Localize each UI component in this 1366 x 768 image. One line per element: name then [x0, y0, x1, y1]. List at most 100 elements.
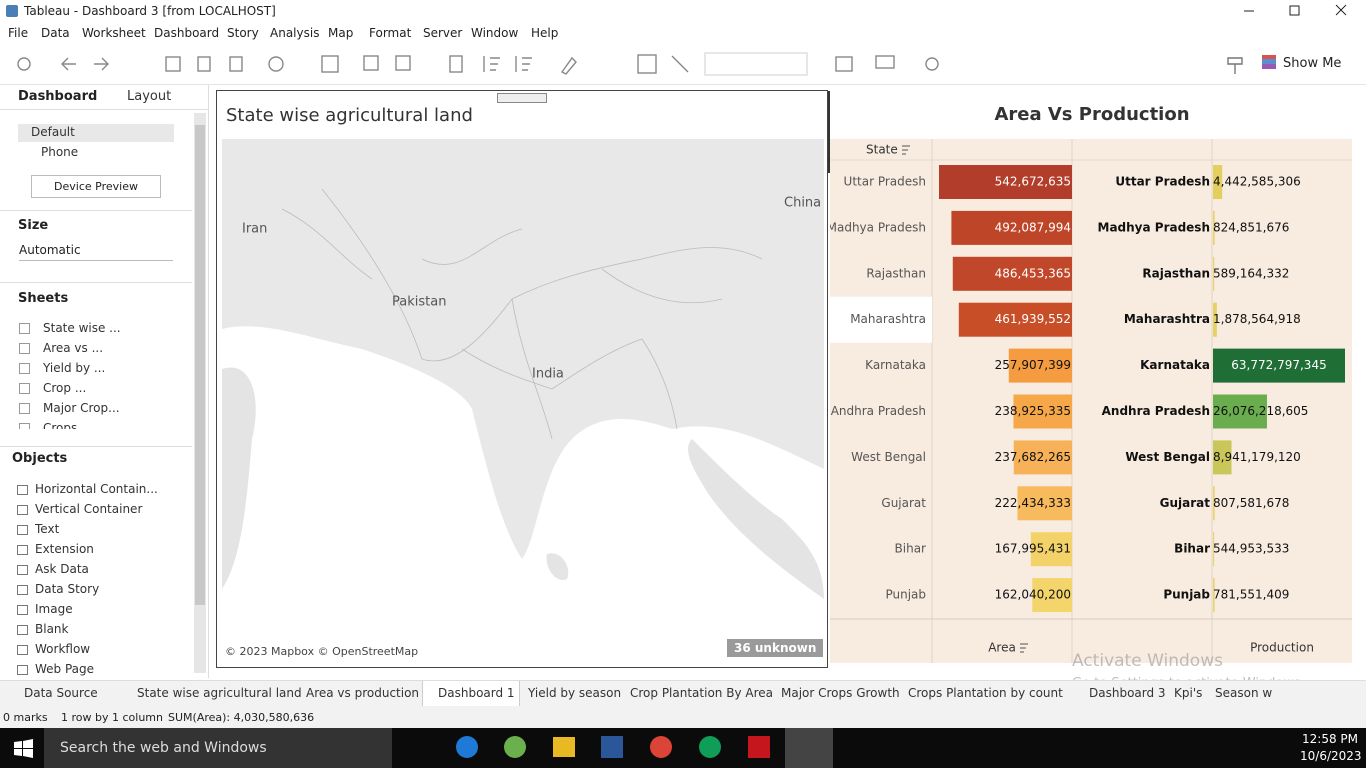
tableau-task[interactable]	[785, 728, 833, 768]
device-preview-button[interactable]: Device Preview	[31, 175, 161, 198]
menu-item[interactable]: Map	[328, 26, 354, 40]
menu-item[interactable]: Worksheet	[82, 26, 146, 40]
map-label: Pakistan	[392, 295, 446, 310]
state-label-bold: Karnataka	[1140, 358, 1210, 372]
object-icon	[17, 605, 28, 615]
object-item[interactable]: Extension	[35, 542, 94, 556]
chart-title: Area Vs Production	[994, 104, 1189, 125]
show-me-button[interactable]: Show Me	[1283, 56, 1342, 71]
sheet-item[interactable]: State wise ...	[43, 321, 121, 335]
map-label: India	[532, 367, 564, 382]
object-item[interactable]: Vertical Container	[35, 502, 143, 516]
object-item[interactable]: Text	[35, 522, 60, 536]
sheet-tab[interactable]: Season w	[1215, 686, 1273, 700]
production-value-label: 807,581,678	[1213, 496, 1289, 510]
object-item[interactable]: Workflow	[35, 642, 91, 656]
menu-item[interactable]: Server	[423, 26, 463, 40]
state-label-bold: Punjab	[1163, 588, 1210, 602]
menu-item[interactable]: Window	[471, 26, 519, 40]
drag-handle[interactable]	[497, 93, 547, 103]
sheet-icon	[19, 403, 30, 414]
chrome-icon[interactable]	[650, 736, 672, 758]
area-bar	[1013, 440, 1072, 475]
divider	[0, 282, 192, 283]
state-label: Madhya Pradesh	[830, 220, 926, 234]
chrome-icon-2[interactable]	[699, 736, 721, 758]
sheet-tab[interactable]: Dashboard 3	[1089, 686, 1166, 700]
object-icon	[17, 485, 28, 495]
pane-bg	[830, 139, 1352, 663]
production-bar	[1213, 210, 1215, 245]
production-value-label: 8,941,179,120	[1213, 450, 1301, 464]
sheet-tabs: Data Source State wise agricultural land A…	[0, 680, 1366, 707]
layout-tab[interactable]: Layout	[127, 89, 172, 104]
object-item[interactable]: Blank	[35, 622, 69, 636]
object-item[interactable]: Image	[35, 602, 73, 616]
side-panel: Dashboard Layout Default Phone Device Previe…	[0, 85, 209, 678]
device-default[interactable]: Default	[31, 125, 75, 139]
production-value-label: 589,164,332	[1213, 266, 1289, 280]
sheet-tab[interactable]: Major Crops Growth	[781, 686, 900, 700]
sheet-icon	[19, 383, 30, 394]
sheet-tab[interactable]: Dashboard 1	[438, 686, 515, 700]
sheet-tab[interactable]: Crops Plantation by count	[908, 686, 1063, 700]
sheet-tab[interactable]: Data Source	[24, 686, 98, 700]
menu-item[interactable]: File	[8, 26, 29, 40]
unknown-indicator[interactable]: 36 unknown	[727, 639, 824, 657]
production-value-label: 824,851,676	[1213, 220, 1289, 234]
area-bar	[951, 210, 1072, 245]
sheet-tab[interactable]: Area vs production	[306, 686, 420, 700]
status-text: 0 marks	[3, 711, 48, 724]
active-tab-bg	[422, 681, 520, 706]
state-label: Karnataka	[865, 358, 926, 372]
menu-item[interactable]: Analysis	[270, 26, 320, 40]
production-bar	[1213, 532, 1215, 567]
sheet-item[interactable]: Crops	[43, 421, 78, 429]
acrobat-icon[interactable]	[748, 736, 770, 758]
title-bar: Tableau - Dashboard 3 [from LOCALHOST]	[0, 0, 1366, 22]
edge-icon[interactable]	[456, 736, 478, 758]
object-item[interactable]: Web Page	[35, 662, 95, 676]
production-bar	[1213, 394, 1267, 429]
window-controls[interactable]	[1230, 0, 1366, 22]
menu-item[interactable]: Dashboard	[154, 26, 220, 40]
map[interactable]: Iran Pakistan India China	[222, 139, 824, 664]
utorrent-icon[interactable]	[504, 736, 526, 758]
sort-icon	[902, 145, 910, 155]
object-icon	[17, 565, 28, 575]
menu-item[interactable]: Format	[369, 26, 412, 40]
menu-item[interactable]: Story	[227, 26, 259, 40]
start-button[interactable]	[14, 739, 34, 759]
sheet-item[interactable]: Crop ...	[43, 381, 87, 395]
sheet-tab[interactable]: Yield by season	[528, 686, 622, 700]
object-item[interactable]: Horizontal Contain...	[35, 482, 158, 496]
format-icon[interactable]	[1222, 54, 1262, 76]
sheet-item[interactable]: Major Crop...	[43, 401, 120, 415]
device-phone[interactable]: Phone	[41, 145, 79, 159]
sheet-item[interactable]: Yield by ...	[43, 361, 106, 375]
state-label: Gujarat	[881, 496, 926, 510]
sheet-icon	[19, 323, 30, 334]
objects-heading: Objects	[12, 451, 68, 466]
sheet-item[interactable]: Area vs ...	[43, 341, 104, 355]
state-label: Bihar	[895, 542, 927, 556]
object-item[interactable]: Ask Data	[35, 562, 89, 576]
scroll-thumb	[195, 125, 205, 605]
search-box[interactable]: Search the web and Windows	[44, 728, 392, 768]
sort-icon	[1020, 643, 1028, 653]
menu-item[interactable]: Data	[41, 26, 70, 40]
production-bar	[1213, 578, 1215, 613]
explorer-icon[interactable]	[553, 737, 575, 757]
object-item[interactable]: Data Story	[35, 582, 100, 596]
toolbar-icons	[17, 52, 939, 76]
sheet-tab[interactable]: Kpi's	[1174, 686, 1203, 700]
word-icon[interactable]	[601, 736, 623, 758]
menu-item[interactable]: Help	[531, 26, 559, 40]
show-me-icon	[1262, 55, 1276, 69]
size-dropdown[interactable]: Automatic	[19, 243, 173, 261]
dashboard-tab[interactable]: Dashboard	[18, 89, 98, 104]
toolbar: Show Me	[0, 44, 1366, 85]
sheet-tab[interactable]: Crop Plantation By Area	[630, 686, 773, 700]
sheet-tab[interactable]: State wise agricultural land	[137, 686, 302, 700]
selected-row	[830, 296, 932, 343]
